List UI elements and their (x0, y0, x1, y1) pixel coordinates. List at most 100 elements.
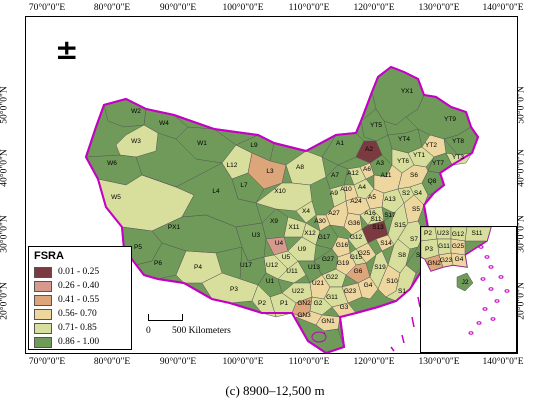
coordinate-tick-label: 40°0"0"N (516, 149, 527, 187)
region-label: W4 (159, 120, 169, 127)
coordinate-tick-label: 70°0"0"E (28, 357, 66, 367)
hainan-island (311, 331, 327, 343)
island-mark (390, 346, 395, 352)
region-label: A9 (330, 190, 338, 197)
region-label: W2 (131, 108, 141, 115)
region-label: S10 (386, 278, 398, 285)
region-label: S13 (372, 224, 384, 231)
country-border (84, 65, 480, 353)
region-label: A13 (384, 196, 396, 203)
region-label: A3 (376, 160, 384, 167)
inset-region-label: GN2 (427, 260, 441, 267)
region-label: G12 (350, 234, 363, 241)
region-labels: YX1 YT9 YT5 YT8 YT4 YT2 YT3 YT1 YT6 YT7 W2 W3 W4 W1 W6… (107, 88, 464, 339)
region-label: A7 (331, 172, 339, 179)
inset-island-mark (488, 265, 494, 269)
coordinate-tick-label: 100°0"0"E (222, 357, 264, 367)
legend: FSRA 0.01 - 0.25 0.26 - 0.40 0.41 - 0.55… (28, 246, 132, 350)
coordinate-tick-label: 140°0"0"E (482, 357, 524, 367)
region-label: A4 (358, 184, 366, 191)
region-label: X4 (302, 208, 310, 215)
region-label: YT8 (452, 138, 464, 145)
region-g6 (345, 262, 371, 284)
region-label: S5 (412, 206, 420, 213)
legend-swatch-3 (34, 294, 52, 306)
legend-swatch-2 (34, 280, 52, 292)
region-label: YT2 (425, 142, 437, 149)
coordinate-tick-label: 40°0"0"N (0, 149, 10, 187)
region-label: G16 (336, 242, 349, 249)
region-label: G36 (348, 220, 361, 227)
region-g36 (343, 212, 363, 236)
region-label: W1 (197, 140, 207, 147)
coordinate-tick-label: 110°0"0"E (288, 357, 330, 367)
scale-zero-label: 0 (146, 326, 151, 336)
coordinate-tick-label: 90°0"0"E (159, 3, 197, 13)
china-region-map: YX1 YT9 YT5 YT8 YT4 YT2 YT3 YT1 YT6 YT7 W2 W3 W4 W1 W6… (84, 65, 480, 353)
region-x4 (295, 200, 317, 224)
region-label: A6 (363, 166, 371, 173)
region-label: P3 (230, 286, 238, 293)
region-label: P1 (280, 300, 288, 307)
region-label: G17 (318, 234, 331, 241)
region-label: G6 (354, 268, 363, 275)
scale-distance-label: 500 Kilometers (172, 326, 231, 336)
region-label: X9 (270, 218, 278, 225)
region-label: GN1 (321, 318, 335, 325)
coordinate-tick-label: 20°0"0"N (0, 282, 10, 320)
region-label: L7 (240, 182, 248, 189)
inset-region-label: S11 (471, 230, 482, 237)
region-label: YT9 (444, 116, 456, 123)
region-label: A2 (365, 146, 373, 153)
region-label: W5 (111, 194, 121, 201)
region-l9 (235, 134, 275, 162)
north-arrow-icon: ± (55, 33, 79, 66)
region-label: W6 (107, 160, 117, 167)
region-label: S7 (410, 236, 418, 243)
inset-region-label: G4 (455, 256, 464, 263)
region-label: P5 (134, 244, 142, 251)
region-label: YT6 (397, 158, 409, 165)
region-label: L9 (250, 142, 258, 149)
inset-island-mark (498, 275, 504, 279)
inset-region-label: P3 (425, 246, 433, 253)
inset-region-label: J2 (462, 279, 469, 286)
region-label: A27 (328, 210, 340, 217)
legend-title: FSRA (34, 250, 64, 262)
region-label: U11 (286, 268, 298, 275)
coordinate-tick-label: 70°0"0"E (28, 3, 66, 13)
region-label: YT4 (398, 136, 410, 143)
region-label: YT5 (370, 122, 382, 129)
region-s17 (383, 202, 405, 222)
coordinate-tick-label: 130°0"0"E (418, 357, 460, 367)
legend-item: 0.41 - 0.55 (34, 293, 126, 307)
inset-region-s11 (464, 227, 492, 242)
region-label: G23 (344, 288, 357, 295)
legend-label: 0.26 - 0.40 (58, 281, 100, 291)
inset-island-mark (482, 307, 488, 311)
region-label: G4 (364, 282, 373, 289)
legend-label: 0.56- 0.70 (58, 309, 97, 319)
region-label: U13 (308, 264, 320, 271)
region-label: A12 (347, 170, 359, 177)
region-p2 (251, 284, 277, 318)
region-label: A16 (364, 210, 376, 217)
inset-island-mark (490, 317, 496, 321)
region-label: A8 (296, 164, 304, 171)
region-label: A1 (336, 140, 344, 147)
region-label: GN3 (297, 312, 311, 319)
legend-item: 0.01 - 0.25 (34, 265, 126, 279)
island-mark (401, 334, 405, 344)
coordinate-tick-label: 100°0"0"E (222, 3, 264, 13)
region-label: S6 (410, 172, 418, 179)
inset-region-label: U23 (437, 230, 449, 237)
figure-caption: (c) 8900–12,500 m (225, 383, 325, 398)
inset-region-labels: P2 U23 G12 S11 G11 G25 P3 GN2 G23 G4 J2 (424, 230, 483, 286)
region-label: S15 (394, 222, 406, 229)
region-label: A10 (340, 186, 352, 193)
legend-label: 0.86 - 1.00 (58, 337, 100, 347)
legend-swatch-5 (34, 322, 52, 334)
inset-islands (468, 245, 510, 335)
region-label: S1 (398, 288, 406, 295)
region-label: U3 (252, 232, 261, 239)
